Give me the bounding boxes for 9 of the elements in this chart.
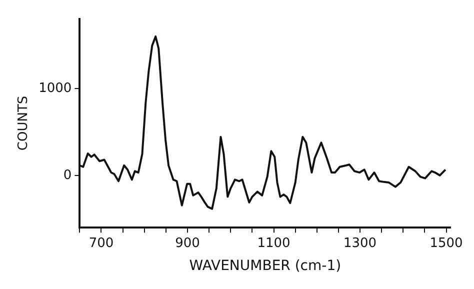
x-axis-title: WAVENUMBER (cm-1) — [189, 258, 342, 274]
x-tick-label: 700 — [88, 236, 114, 251]
x-tick-label: 1300 — [343, 236, 377, 251]
y-tick-label: 0 — [63, 168, 72, 183]
x-tick-label: 1100 — [257, 236, 290, 251]
y-tick-label: 1000 — [38, 80, 72, 96]
x-tick-label: 900 — [175, 236, 200, 251]
x-tick-label: 1500 — [430, 236, 463, 251]
y-axis-title: COUNTS — [16, 96, 32, 151]
